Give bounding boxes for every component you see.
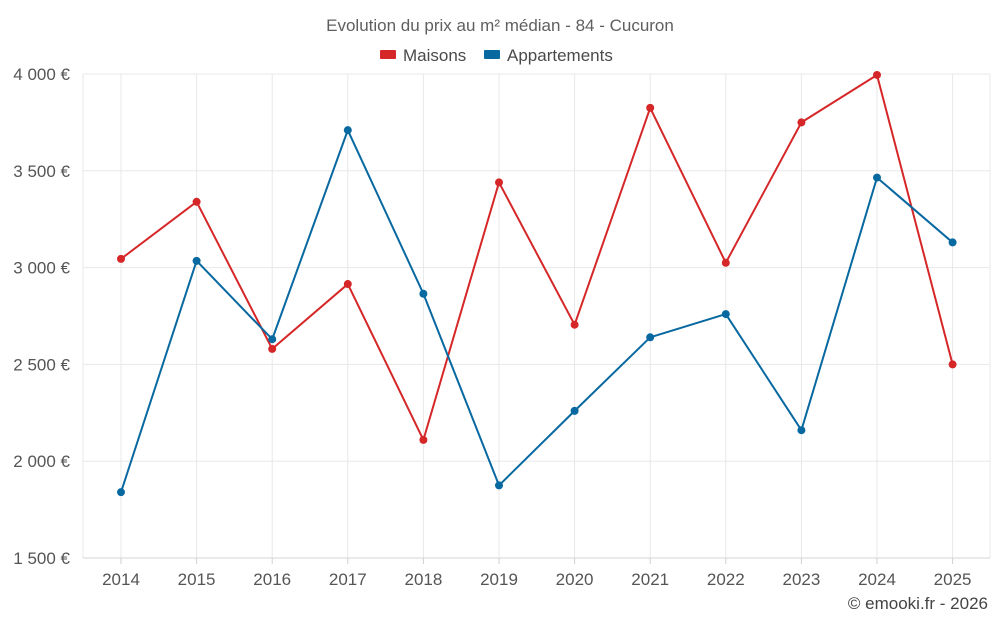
series-line — [120, 129, 954, 493]
series-appartements — [117, 126, 957, 497]
data-point[interactable] — [343, 280, 352, 289]
legend-label[interactable]: Appartements — [507, 46, 613, 65]
data-point[interactable] — [117, 488, 125, 497]
data-point[interactable] — [419, 435, 428, 444]
x-tick-label: 2015 — [178, 570, 216, 589]
data-point[interactable] — [419, 289, 428, 298]
series-line — [120, 73, 954, 441]
data-point[interactable] — [570, 320, 579, 329]
x-tick-label: 2025 — [934, 570, 972, 589]
data-point[interactable] — [948, 238, 957, 247]
x-tick-label: 2021 — [631, 570, 669, 589]
data-point[interactable] — [117, 254, 125, 263]
data-point[interactable] — [495, 481, 503, 490]
data-point[interactable] — [721, 258, 730, 267]
x-tick-label: 2018 — [404, 570, 442, 589]
data-point[interactable] — [797, 426, 806, 435]
data-point[interactable] — [646, 333, 655, 342]
x-tick-label: 2014 — [102, 570, 140, 589]
data-point[interactable] — [873, 70, 881, 79]
data-point[interactable] — [948, 360, 957, 369]
data-point[interactable] — [495, 178, 503, 187]
y-tick-label: 3 000 € — [13, 259, 70, 278]
y-tick-label: 2 000 € — [13, 452, 70, 471]
y-tick-label: 2 500 € — [13, 355, 70, 374]
x-tick-label: 2017 — [329, 570, 367, 589]
data-point[interactable] — [268, 344, 277, 353]
x-tick-label: 2019 — [480, 570, 518, 589]
grid — [82, 73, 991, 559]
chart-title: Evolution du prix au m² médian - 84 - Cu… — [326, 16, 674, 35]
data-point[interactable] — [343, 126, 352, 135]
y-tick-label: 4 000 € — [13, 65, 70, 84]
data-point[interactable] — [268, 335, 277, 344]
y-tick-label: 1 500 € — [13, 549, 70, 568]
series-layer — [117, 70, 957, 497]
legend-swatch — [380, 50, 396, 59]
x-tick-label: 2022 — [707, 570, 745, 589]
x-tick-label: 2023 — [782, 570, 820, 589]
data-point[interactable] — [721, 310, 730, 319]
legend-swatch — [484, 50, 500, 59]
y-tick-label: 3 500 € — [13, 162, 70, 181]
data-point[interactable] — [192, 256, 201, 265]
data-point[interactable] — [192, 197, 201, 206]
x-tick-label: 2024 — [858, 570, 896, 589]
data-point[interactable] — [570, 406, 579, 415]
x-tick-label: 2016 — [253, 570, 291, 589]
legend-label[interactable]: Maisons — [403, 46, 466, 65]
data-point[interactable] — [797, 118, 806, 127]
x-tick-label: 2020 — [556, 570, 594, 589]
credit-text: © emooki.fr - 2026 — [848, 594, 988, 613]
data-point[interactable] — [646, 103, 655, 112]
legend: Maisons Appartements — [380, 46, 613, 65]
axes: 1 500 € 2 000 € 2 500 € 3 000 € 3 500 € 4 000… — [13, 65, 990, 589]
data-point[interactable] — [873, 173, 881, 182]
series-maisons — [117, 70, 957, 444]
